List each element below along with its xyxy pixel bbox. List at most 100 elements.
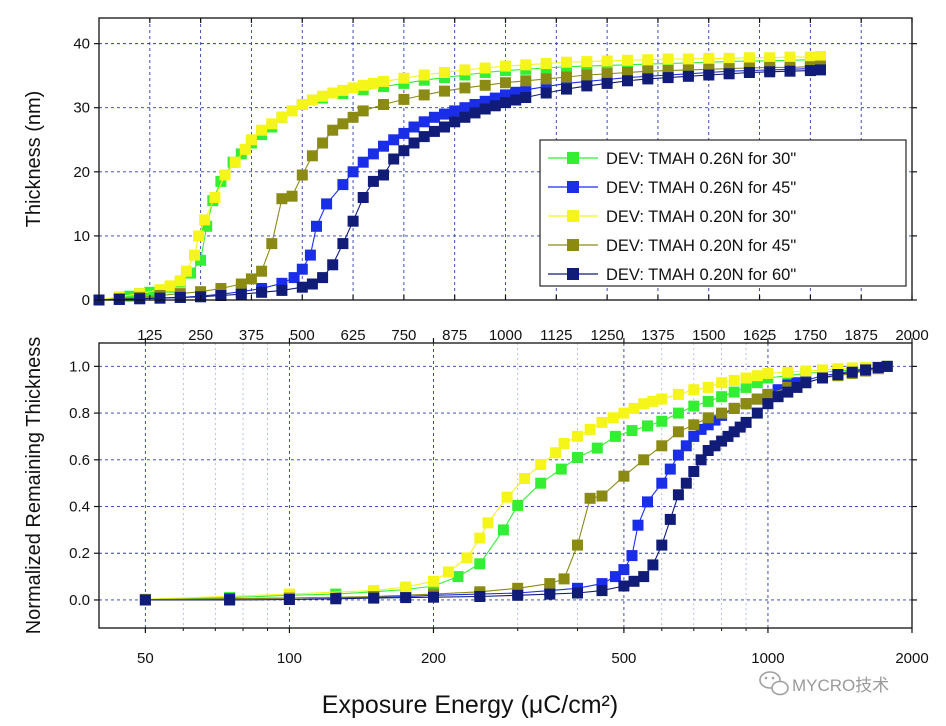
data-point [782,366,794,378]
data-point [189,249,200,261]
data-point [535,459,547,470]
data-point [740,372,752,384]
data-point [224,594,236,606]
data-point [286,190,298,202]
data-point [283,594,295,605]
data-point [596,585,608,597]
data-point [378,140,389,152]
data-point [144,286,156,298]
x-tick-label: 500 [611,650,636,667]
data-point [716,435,728,447]
data-point [688,419,700,431]
data-point [804,51,816,63]
data-point [367,148,379,160]
data-point [512,589,524,601]
data-point [124,290,135,302]
data-point [398,145,410,157]
data-point [638,571,650,583]
data-point [306,278,318,290]
data-point [804,65,816,77]
data-point [489,92,501,104]
data-point [544,578,556,590]
data-point [601,68,613,80]
data-point [276,284,288,296]
data-point [378,75,389,87]
data-point [688,466,700,477]
data-point [327,87,339,99]
y-tick-label: 40 [73,36,90,53]
data-point [656,539,668,551]
data-point [459,82,471,94]
plot-frame [98,342,913,629]
data-point [400,581,412,593]
data-point [321,198,333,210]
data-point [479,95,491,107]
data-point [500,77,511,89]
data-point [762,367,774,379]
data-point [618,580,630,592]
data-point [664,463,676,475]
data-point [500,60,511,72]
data-point [772,384,784,396]
data-point [581,56,593,68]
watermark: MYCRO技术 [759,671,889,696]
data-point [461,552,473,564]
data-point [832,363,844,375]
data-point [201,220,213,232]
data-point [642,65,654,77]
data-point [418,69,430,81]
data-point [154,292,166,304]
legend-entry: DEV: TMAH 0.20N for 30" [548,208,796,226]
data-point [751,407,763,419]
legend-label: DEV: TMAH 0.26N for 30" [606,150,796,168]
data-point [443,566,454,578]
data-point [609,571,621,583]
x-tick-label: 1500 [692,327,725,344]
y-tick-label: 1.0 [69,358,90,375]
x-tick-label: 625 [341,327,366,344]
data-point [626,425,638,437]
data-point [139,594,151,606]
data-point [535,477,547,489]
x-tick-label: 2000 [895,327,928,344]
data-point [628,575,640,587]
data-point [626,550,638,562]
x-tick-label: 875 [442,327,467,344]
x-tick-label: 200 [421,650,446,667]
data-point [519,473,531,484]
data-point [378,99,389,110]
data-point [716,391,728,403]
legend-label: DEV: TMAH 0.20N for 60" [606,266,796,284]
data-point [815,51,826,62]
data-point [672,388,684,400]
legend-marker [567,152,579,164]
legend-entry: DEV: TMAH 0.20N for 60" [548,266,796,284]
data-point [638,398,650,410]
data-point [540,87,552,99]
x-tick-label: 375 [239,327,264,344]
data-point [368,592,380,604]
data-point [607,412,619,424]
data-point [703,69,715,81]
data-point [219,169,231,181]
data-point [846,366,858,378]
data-point [817,364,828,376]
data-point [555,463,567,475]
data-point [317,137,329,149]
data-point [784,65,796,77]
data-point [722,430,734,442]
data-point [286,105,298,117]
data-point [584,492,596,504]
data-point [304,249,316,261]
data-point [180,265,192,277]
data-point [418,89,430,101]
data-point [439,85,450,97]
data-point [229,156,241,168]
data-point [520,75,532,87]
data-point [550,447,562,459]
data-point [388,153,400,165]
x-tick-label: 100 [277,650,302,667]
data-point [716,407,728,419]
x-tick-label: 1625 [743,327,776,344]
